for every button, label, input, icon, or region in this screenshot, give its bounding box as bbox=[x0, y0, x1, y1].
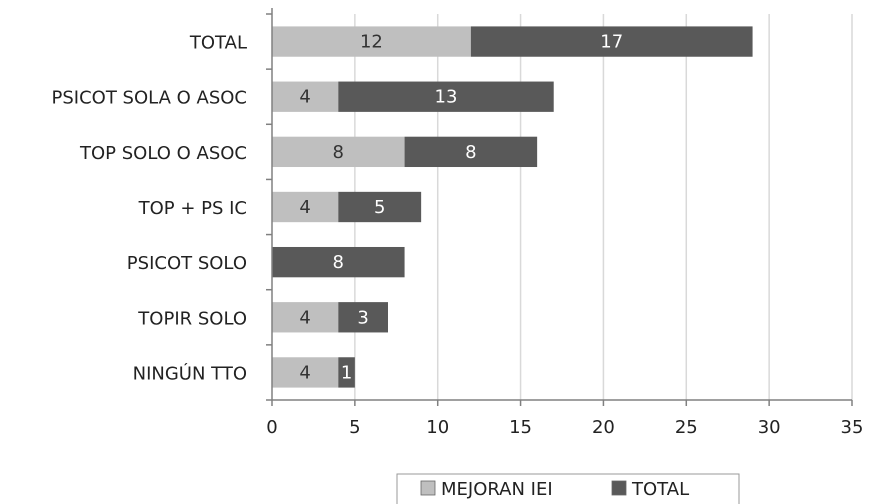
bar-segment bbox=[470, 26, 753, 57]
category-labels: TOTAL PSICOT SOLA O ASOC TOP SOLO O ASOC TO… bbox=[52, 33, 247, 385]
gridlines bbox=[354, 14, 853, 400]
data-label: 4 bbox=[299, 362, 310, 383]
tick-labels: 0 5 10 15 20 25 30 35 bbox=[266, 417, 863, 438]
x-tick-label: 0 bbox=[266, 417, 277, 438]
category-label: TOP + PS IC bbox=[138, 198, 247, 219]
bar-segment bbox=[272, 191, 339, 223]
bar-segment bbox=[272, 357, 339, 388]
x-tick-label: 25 bbox=[675, 417, 698, 438]
data-label: 3 bbox=[357, 307, 368, 328]
category-label: PSICOT SOLO bbox=[127, 253, 247, 274]
legend-swatch bbox=[611, 480, 627, 496]
category-label: TOPIR SOLO bbox=[137, 308, 247, 329]
data-label: 17 bbox=[600, 32, 623, 53]
bar-segment bbox=[272, 136, 405, 168]
category-label: TOTAL bbox=[189, 33, 247, 54]
data-label: 1 bbox=[341, 362, 352, 383]
legend: MEJORAN IEI TOTAL bbox=[396, 473, 740, 504]
category-label: NINGÚN TTO bbox=[133, 362, 247, 384]
bars: 12 17 4 13 8 8 4 5 8 4 3 4 1 bbox=[272, 26, 753, 388]
x-tick-label: 5 bbox=[349, 417, 360, 438]
data-label: 4 bbox=[299, 87, 310, 108]
data-label: 8 bbox=[333, 252, 344, 273]
legend-box bbox=[396, 473, 740, 504]
x-tick-label: 15 bbox=[509, 417, 532, 438]
bar-segment bbox=[272, 26, 471, 57]
bar-segment bbox=[404, 136, 538, 168]
legend-label: TOTAL bbox=[631, 479, 689, 500]
bar-segment bbox=[272, 81, 339, 112]
data-label: 13 bbox=[435, 87, 458, 108]
category-label: TOP SOLO O ASOC bbox=[79, 143, 247, 164]
legend-label: MEJORAN IEI bbox=[441, 479, 553, 500]
data-label: 4 bbox=[299, 307, 310, 328]
x-tick-label: 30 bbox=[758, 417, 781, 438]
data-label: 12 bbox=[360, 32, 383, 53]
bar-segment bbox=[338, 302, 388, 333]
x-tick-label: 35 bbox=[841, 417, 864, 438]
data-label: 4 bbox=[299, 197, 310, 218]
legend-swatch bbox=[420, 480, 436, 496]
bar-segment bbox=[272, 302, 339, 333]
bar-segment bbox=[338, 191, 422, 223]
x-tick-label: 20 bbox=[592, 417, 615, 438]
axes bbox=[266, 8, 853, 406]
data-label: 5 bbox=[374, 197, 385, 218]
bar-segment bbox=[272, 246, 405, 278]
data-label: 8 bbox=[333, 142, 344, 163]
data-label: 8 bbox=[465, 142, 476, 163]
bar-segment bbox=[338, 81, 554, 112]
x-tick-label: 10 bbox=[426, 417, 449, 438]
bar-segment bbox=[338, 357, 355, 388]
category-label: PSICOT SOLA O ASOC bbox=[52, 88, 247, 109]
